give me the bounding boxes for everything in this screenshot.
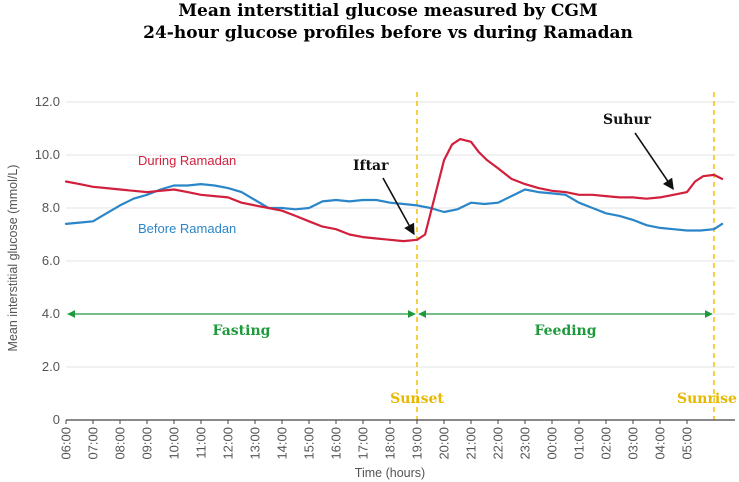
x-tick-label: 11:00 <box>194 427 209 459</box>
x-tick-label: 04:00 <box>653 427 668 460</box>
x-tick-labels: 06:00 07:00 08:00 09:00 10:00 11:00 12:00 13:00… <box>59 420 695 460</box>
x-tick-label: 16:00 <box>329 427 344 460</box>
legend-before-ramadan: Before Ramadan <box>138 221 236 236</box>
vline-label-sunset: Sunset <box>390 391 444 407</box>
x-tick-label: 08:00 <box>113 427 128 460</box>
range-label-fasting: Fasting <box>213 323 271 339</box>
annotation-arrow-suhur <box>634 132 674 191</box>
y-axis-label: Mean interstitial glucose (mmol/L) <box>6 165 20 352</box>
annotation-suhur: Suhur <box>603 112 652 128</box>
x-axis-label: Time (hours) <box>355 466 425 480</box>
x-tick-label: 02:00 <box>599 427 614 460</box>
x-tick-label: 01:00 <box>572 427 587 460</box>
chart-subtitle: 24-hour glucose profiles before vs durin… <box>143 23 633 43</box>
x-tick-label: 19:00 <box>410 427 425 460</box>
series-line-during-ramadan <box>64 138 724 243</box>
x-tick-label: 18:00 <box>383 427 398 460</box>
range-label-feeding: Feeding <box>534 323 596 339</box>
x-tick-label: 21:00 <box>464 427 479 460</box>
x-tick-label: 17:00 <box>356 427 371 460</box>
y-tick-labels: 0 2.0 4.0 6.0 8.0 10.0 12.0 <box>35 94 60 427</box>
x-tick-label: 20:00 <box>437 427 452 460</box>
x-tick-label: 23:00 <box>518 427 533 460</box>
y-tick-label: 8.0 <box>42 200 60 215</box>
y-tick-label: 0 <box>53 412 60 427</box>
y-tick-label: 6.0 <box>42 253 60 268</box>
y-tick-label: 2.0 <box>42 359 60 374</box>
phase-ranges: Fasting Feeding <box>67 310 713 339</box>
x-tick-label: 10:00 <box>167 427 182 460</box>
vline-label-sunrise: Sunrise <box>677 391 737 407</box>
legend-during-ramadan: During Ramadan <box>138 153 236 168</box>
annotation-iftar: Iftar <box>353 158 389 174</box>
x-tick-label: 00:00 <box>545 427 560 460</box>
y-tick-label: 10.0 <box>35 147 60 162</box>
y-tick-label: 12.0 <box>35 94 60 109</box>
x-tick-label: 03:00 <box>626 427 641 460</box>
y-tick-label: 4.0 <box>42 306 60 321</box>
annotation-arrow-iftar <box>382 177 415 236</box>
x-tick-label: 22:00 <box>491 427 506 460</box>
x-tick-label: 06:00 <box>59 427 74 460</box>
chart-title: Mean interstitial glucose measured by CG… <box>178 1 598 21</box>
x-tick-label: 15:00 <box>302 427 317 460</box>
x-tick-label: 05:00 <box>680 427 695 460</box>
annotations: Iftar Suhur <box>353 112 674 236</box>
x-tick-label: 13:00 <box>248 427 263 460</box>
x-tick-label: 09:00 <box>140 427 155 460</box>
x-tick-label: 12:00 <box>221 427 236 460</box>
x-tick-label: 14:00 <box>275 427 290 460</box>
x-tick-label: 07:00 <box>86 427 101 460</box>
reference-lines: Sunset Sunrise <box>390 92 737 420</box>
